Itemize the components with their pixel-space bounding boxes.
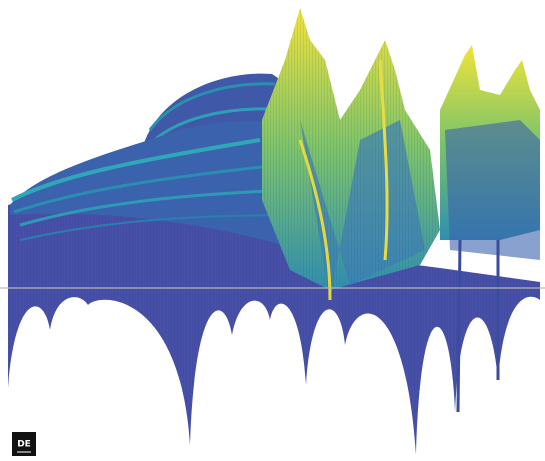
logo-text: DE — [17, 440, 31, 450]
spike — [458, 240, 460, 412]
page: DE (() => { const data = JSON.parse(docu… — [0, 0, 545, 461]
ridge — [445, 120, 540, 260]
surface-render: DE — [0, 0, 545, 461]
